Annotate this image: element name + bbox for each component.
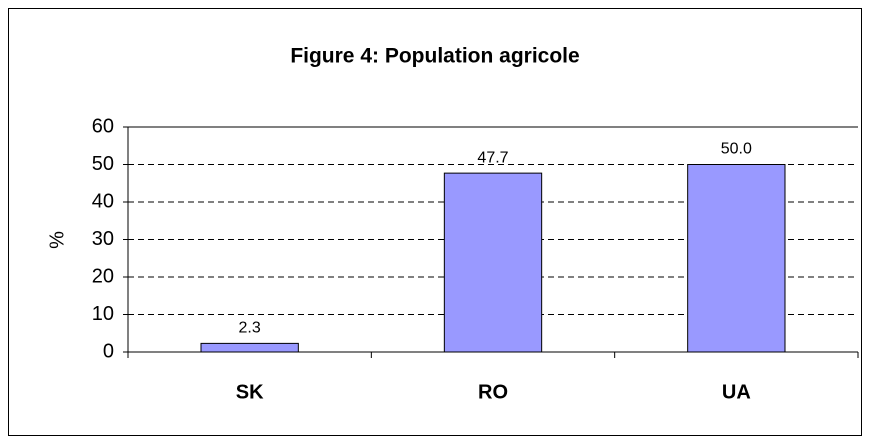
y-tick-label: 20 xyxy=(92,265,114,287)
y-axis-label: % xyxy=(46,231,68,249)
x-tick-label: UA xyxy=(722,381,751,403)
value-label: 47.7 xyxy=(477,149,508,166)
y-tick-label: 40 xyxy=(92,190,114,212)
value-label: 2.3 xyxy=(239,320,261,337)
value-label: 50.0 xyxy=(721,141,752,158)
y-tick-label: 10 xyxy=(92,303,114,325)
y-tick-label: 30 xyxy=(92,228,114,250)
y-tick-label: 50 xyxy=(92,153,114,175)
bar xyxy=(443,172,543,353)
bar xyxy=(687,164,786,353)
bar xyxy=(200,342,299,353)
chart-title: Figure 4: Population agricole xyxy=(290,45,579,68)
y-tick-label: 0 xyxy=(103,340,114,362)
x-tick-label: RO xyxy=(478,381,508,403)
y-tick-label: 60 xyxy=(92,115,114,137)
x-tick-label: SK xyxy=(236,381,264,403)
